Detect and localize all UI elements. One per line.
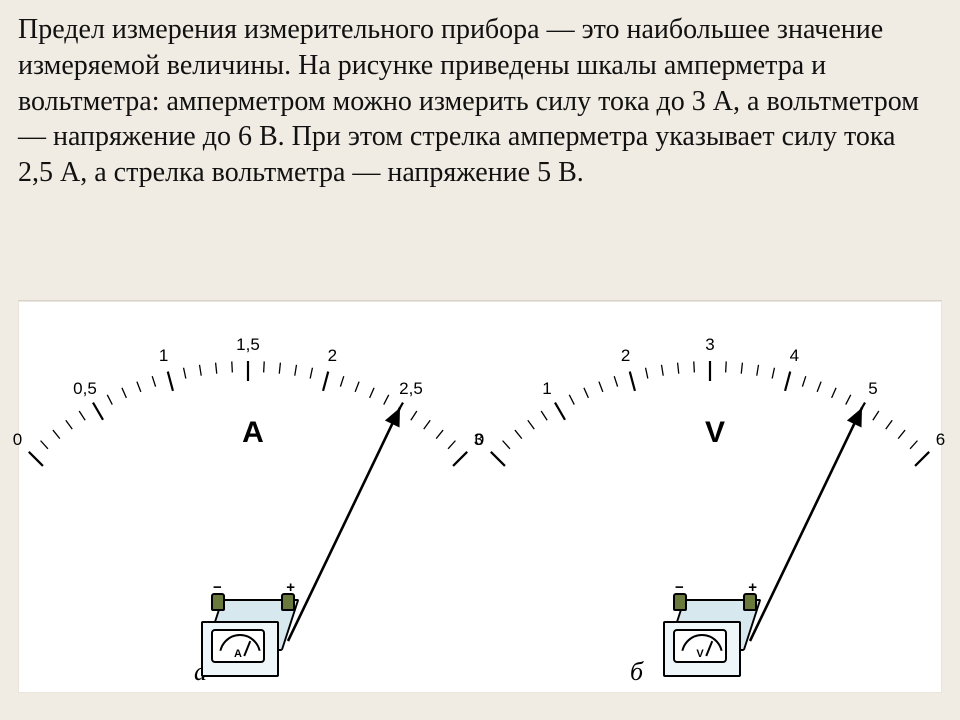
body-paragraph: Предел измерения измерительного прибора … bbox=[18, 12, 936, 191]
scale-tick-label: 5 bbox=[868, 379, 877, 399]
terminal-post bbox=[673, 593, 687, 611]
scale-tick-label: 0,5 bbox=[73, 379, 97, 399]
ammeter-face-unit: A bbox=[213, 648, 263, 660]
ammeter-panel: A а − + A 00,511,522,53 bbox=[18, 301, 480, 693]
terminal-post bbox=[281, 593, 295, 611]
voltmeter-panel-label: б bbox=[630, 657, 643, 687]
scale-tick-label: 2,5 bbox=[399, 379, 423, 399]
ammeter-unit-label: A bbox=[242, 416, 264, 450]
scale-tick-label: 6 bbox=[936, 430, 945, 450]
scale-tick-label: 2 bbox=[621, 346, 630, 366]
voltmeter-face-unit: V bbox=[675, 648, 725, 660]
voltmeter-unit-label: V bbox=[705, 416, 725, 450]
scale-tick-label: 0 bbox=[475, 430, 484, 450]
ammeter-device: − + A bbox=[201, 599, 297, 679]
page: Предел измерения измерительного прибора … bbox=[0, 0, 960, 720]
scale-tick-label: 2 bbox=[328, 346, 337, 366]
scale-tick-label: 3 bbox=[705, 335, 714, 355]
voltmeter-device: − + V bbox=[663, 599, 759, 679]
scale-tick-label: 1 bbox=[159, 346, 168, 366]
terminal-post bbox=[211, 593, 225, 611]
scale-tick-label: 1 bbox=[542, 379, 551, 399]
scale-tick-label: 0 bbox=[13, 430, 22, 450]
voltmeter-panel: V б − + V 0123456 bbox=[480, 301, 942, 693]
scale-tick-label: 1,5 bbox=[236, 335, 260, 355]
figure-area: A а − + A 00,511,522,53 V б bbox=[18, 300, 942, 693]
terminal-post bbox=[743, 593, 757, 611]
scale-tick-label: 4 bbox=[790, 346, 799, 366]
voltmeter-gauge bbox=[480, 301, 942, 521]
ammeter-gauge bbox=[18, 301, 480, 521]
